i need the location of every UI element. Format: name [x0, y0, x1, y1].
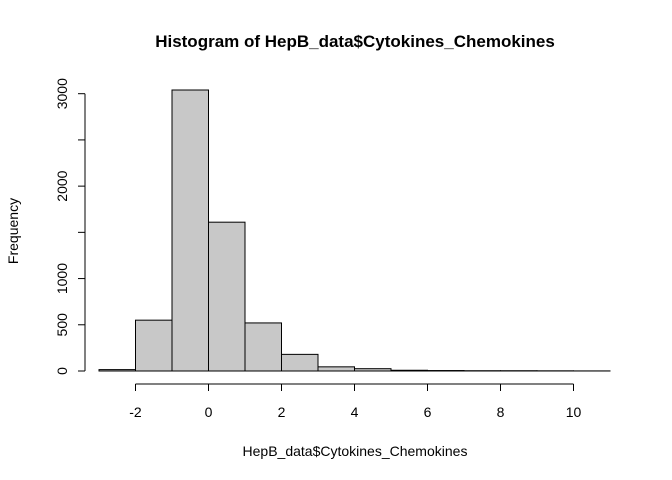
x-tick-label: 2 — [278, 404, 286, 420]
histogram-bar-6 — [317, 366, 355, 372]
x-axis-label: HepB_data$Cytokines_Chemokines — [243, 443, 468, 459]
chart-title: Histogram of HepB_data$Cytokines_Chemoki… — [155, 32, 555, 51]
y-axis: 0 500 1000 2000 3000 — [54, 78, 86, 375]
bars-group — [98, 89, 611, 372]
x-axis: -2 0 2 4 6 8 10 — [129, 383, 582, 420]
histogram-bar-7 — [354, 368, 392, 372]
y-tick-label: 0 — [54, 367, 70, 375]
x-tick-label: 10 — [566, 404, 582, 420]
x-tick-label: 0 — [205, 404, 213, 420]
histogram-bar-4 — [244, 322, 282, 372]
y-tick-label: 1000 — [54, 263, 70, 294]
y-tick-label: 2000 — [54, 170, 70, 201]
x-tick-label: -2 — [129, 404, 142, 420]
y-tick-label: 500 — [54, 313, 70, 337]
histogram-bar-5 — [281, 353, 319, 372]
y-axis-label: Frequency — [5, 198, 21, 264]
histogram-bar-1 — [135, 319, 173, 372]
histogram-bar-0 — [98, 369, 136, 372]
y-tick-label: 3000 — [54, 78, 70, 109]
histogram-bar-2 — [171, 89, 209, 372]
x-tick-label: 6 — [424, 404, 432, 420]
x-tick-label: 8 — [497, 404, 505, 420]
x-tick-label: 4 — [351, 404, 359, 420]
histogram-bar-8 — [390, 369, 428, 372]
histogram-bar-3 — [208, 221, 246, 372]
